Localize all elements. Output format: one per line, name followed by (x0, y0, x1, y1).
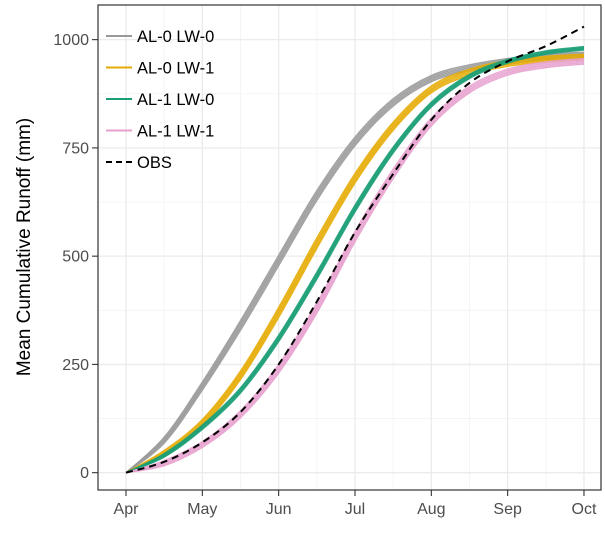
x-tick-label: Apr (114, 501, 140, 518)
series-line-obs (125, 25, 585, 474)
legend-label: OBS (137, 154, 172, 172)
series-line-al-1-lw-0 (125, 49, 585, 474)
y-tick-label: 0 (80, 465, 89, 482)
plot-border (97, 4, 602, 491)
legend-label: AL-1 LW-1 (137, 123, 214, 141)
y-tick-label: 500 (62, 249, 89, 266)
x-tick-label: Oct (572, 501, 597, 518)
x-tick-label: Sep (493, 501, 522, 518)
legend-label: AL-0 LW-0 (137, 28, 214, 46)
series-line-al-1-lw-1 (125, 59, 585, 474)
y-axis-title: Mean Cumulative Runoff (mm) (14, 118, 35, 376)
legend: AL-0 LW-0 AL-0 LW-1 AL-1 LW-0 AL-1 LW-1 OBS (106, 28, 214, 172)
series-line-al-1-lw-1 (125, 60, 585, 474)
series-line-al-1-lw-0 (125, 45, 585, 474)
x-tick-label: Jul (345, 501, 365, 518)
x-tick-label: Jun (266, 501, 292, 518)
series-line-al-1-lw-1 (125, 61, 585, 474)
series-line-al-1-lw-1 (125, 63, 585, 474)
x-axis: Apr May Jun Jul Aug Sep Oct (114, 490, 597, 518)
y-tick-label: 250 (62, 357, 89, 374)
y-tick-label: 1000 (53, 32, 89, 49)
series-line-al-1-lw-1 (125, 57, 585, 474)
y-tick-label: 750 (62, 140, 89, 157)
y-axis: 0 250 500 750 1000 (53, 32, 98, 482)
series-line-al-0-lw-0 (125, 51, 585, 474)
x-tick-label: Aug (417, 501, 445, 518)
series-layer (125, 25, 585, 474)
x-tick-label: May (187, 501, 217, 518)
legend-label: AL-0 LW-1 (137, 60, 214, 78)
legend-label: AL-1 LW-0 (137, 91, 214, 109)
